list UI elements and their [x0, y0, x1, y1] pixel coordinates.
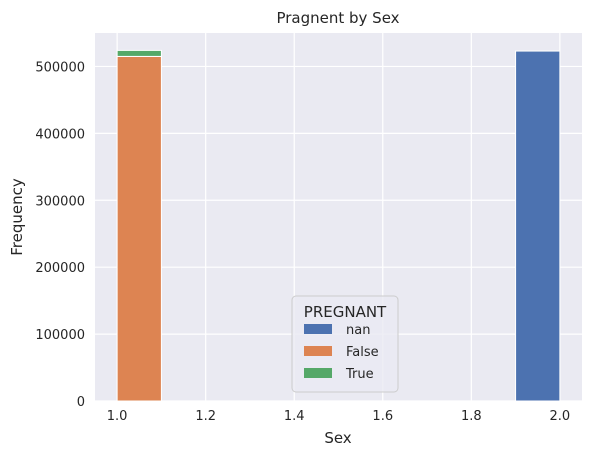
legend-label-nan: nan	[346, 323, 370, 338]
legend: PREGNANT nan False True	[291, 295, 399, 393]
y-tick-label: 400000	[35, 127, 85, 142]
legend-swatch-false	[304, 346, 332, 356]
x-tick-label: 1.0	[107, 409, 128, 424]
y-tick-label: 0	[77, 395, 85, 410]
y-tick-label: 100000	[35, 328, 85, 343]
x-tick-label: 1.6	[372, 409, 393, 424]
tick-labels: 1.0 1.2 1.4 1.6 1.8 2.0 0 100000 200000 300000 400…	[35, 60, 570, 424]
x-tick-label: 2.0	[550, 409, 571, 424]
legend-swatch-nan	[304, 324, 332, 334]
x-tick-label: 1.8	[461, 409, 482, 424]
bar-false	[116, 55, 162, 402]
x-axis-label: Sex	[324, 429, 351, 447]
y-axis-label: Frequency	[8, 178, 26, 256]
bar-true	[116, 49, 162, 57]
grid	[95, 33, 582, 402]
y-tick-label: 200000	[35, 261, 85, 276]
y-tick-label: 500000	[35, 60, 85, 75]
bar-nan	[515, 50, 561, 402]
chart-title: Pragnent by Sex	[276, 9, 399, 27]
legend-entries: nan False True	[304, 323, 379, 382]
legend-swatch-true	[304, 368, 332, 378]
x-tick-label: 1.4	[284, 409, 305, 424]
y-tick-label: 300000	[35, 194, 85, 209]
legend-title: PREGNANT	[304, 303, 387, 321]
legend-label-true: True	[345, 367, 374, 382]
legend-label-false: False	[346, 345, 379, 360]
x-tick-label: 1.2	[195, 409, 216, 424]
bars	[116, 49, 561, 402]
